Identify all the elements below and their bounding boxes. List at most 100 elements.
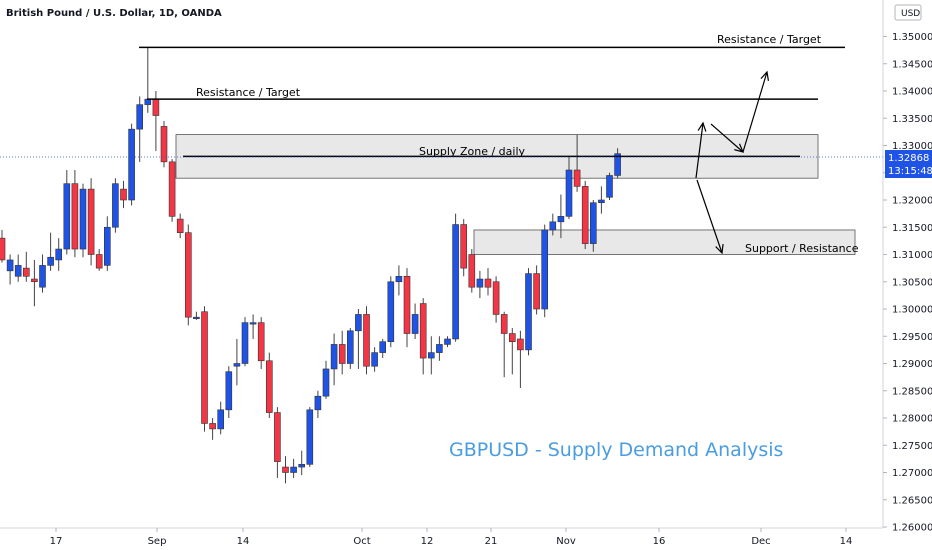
candle bbox=[371, 347, 378, 372]
candle-body bbox=[217, 409, 224, 430]
candle bbox=[484, 268, 492, 296]
candle-body bbox=[201, 311, 208, 424]
candle bbox=[55, 238, 63, 271]
candle bbox=[508, 328, 516, 375]
candle bbox=[589, 200, 597, 252]
candle-body bbox=[606, 175, 613, 198]
candle bbox=[387, 276, 395, 348]
candle-body bbox=[193, 316, 200, 319]
candle-body bbox=[419, 303, 427, 359]
candle-body bbox=[614, 153, 621, 176]
countdown-timer-label: 13:15:48 bbox=[888, 166, 932, 177]
time-tick-label: 14 bbox=[237, 536, 250, 547]
candle-body bbox=[338, 344, 346, 364]
candle-body bbox=[436, 344, 443, 353]
price-tick-label: 1.32000 bbox=[892, 196, 932, 207]
candle-body bbox=[492, 281, 500, 315]
candle bbox=[265, 352, 273, 418]
price-tick-label: 1.33500 bbox=[892, 114, 932, 125]
candle bbox=[176, 213, 184, 239]
price-tick-label: 1.33000 bbox=[892, 141, 932, 152]
support-zone-box bbox=[473, 229, 856, 255]
candle-body bbox=[541, 229, 549, 310]
candle-body bbox=[598, 199, 605, 204]
candle bbox=[298, 450, 306, 476]
candle-body bbox=[185, 232, 192, 318]
candle-body bbox=[533, 273, 540, 310]
candle bbox=[379, 338, 387, 359]
candle-body bbox=[79, 188, 87, 250]
projection-arrow-up-2 bbox=[742, 71, 768, 153]
candle-body bbox=[282, 466, 289, 473]
candle bbox=[168, 159, 176, 222]
candle-body bbox=[322, 368, 330, 397]
candle bbox=[282, 456, 289, 484]
price-tick-label: 1.26000 bbox=[892, 523, 932, 534]
candle bbox=[290, 458, 297, 478]
candle bbox=[120, 180, 127, 209]
price-tick-label: 1.27000 bbox=[892, 468, 932, 479]
candle bbox=[427, 336, 435, 375]
candle bbox=[241, 317, 249, 367]
candle-body bbox=[176, 218, 184, 233]
candle bbox=[419, 298, 427, 375]
price-tick-label: 1.29500 bbox=[892, 332, 932, 343]
candle bbox=[533, 265, 540, 315]
candle bbox=[452, 213, 459, 342]
resistance-lower-label: Resistance / Target bbox=[196, 86, 301, 99]
time-tick-label: 14 bbox=[840, 536, 853, 547]
candle-body bbox=[565, 169, 573, 217]
candle-body bbox=[274, 412, 281, 462]
projection-arrow-down-2 bbox=[696, 179, 723, 254]
candle bbox=[500, 311, 508, 378]
candle-body bbox=[47, 256, 54, 266]
price-tick-label: 1.30500 bbox=[892, 277, 932, 288]
candle bbox=[217, 401, 224, 435]
candle bbox=[104, 216, 111, 271]
candle-body bbox=[517, 338, 524, 351]
candle-body bbox=[500, 314, 508, 334]
candle bbox=[112, 178, 119, 233]
candle bbox=[249, 314, 257, 339]
candle-body bbox=[379, 341, 387, 353]
price-tick-label: 1.31000 bbox=[892, 250, 932, 261]
currency-badge[interactable] bbox=[894, 4, 922, 21]
candle bbox=[47, 232, 54, 271]
price-tick-label: 1.31500 bbox=[892, 223, 932, 234]
candle bbox=[144, 47, 152, 113]
candle-body bbox=[427, 352, 435, 359]
time-tick-label: Sep bbox=[148, 536, 167, 547]
candle bbox=[0, 229, 6, 263]
candle-body bbox=[55, 248, 63, 261]
candle-body bbox=[104, 226, 111, 266]
candle bbox=[63, 170, 71, 255]
candle-body bbox=[346, 330, 354, 364]
candle bbox=[71, 170, 79, 258]
candle bbox=[274, 407, 281, 478]
candle bbox=[95, 249, 103, 271]
candle bbox=[436, 336, 443, 361]
projection-arrow-up-1-head bbox=[697, 121, 707, 132]
candle-body bbox=[0, 237, 6, 261]
candle bbox=[549, 213, 557, 236]
candle-body bbox=[468, 254, 476, 288]
candle bbox=[322, 360, 330, 399]
candle bbox=[460, 219, 468, 277]
candle-body bbox=[209, 423, 216, 430]
candle-body bbox=[160, 126, 168, 163]
time-axis[interactable]: 17 Sep 14 Oct 12 21 Nov 16 Dec 14 bbox=[50, 528, 853, 547]
candle bbox=[411, 303, 419, 339]
candle-body bbox=[395, 275, 403, 283]
candle-body bbox=[95, 254, 103, 269]
time-tick-label: 16 bbox=[653, 536, 666, 547]
price-axis[interactable]: 1.350001.345001.340001.335001.330001.325… bbox=[883, 32, 932, 534]
candle bbox=[39, 254, 46, 293]
candle bbox=[193, 311, 200, 320]
candle-body bbox=[484, 278, 492, 288]
candle bbox=[233, 338, 241, 386]
candle-body bbox=[306, 409, 314, 465]
candle-body bbox=[6, 259, 14, 272]
candle bbox=[598, 186, 605, 214]
candle bbox=[476, 270, 484, 299]
